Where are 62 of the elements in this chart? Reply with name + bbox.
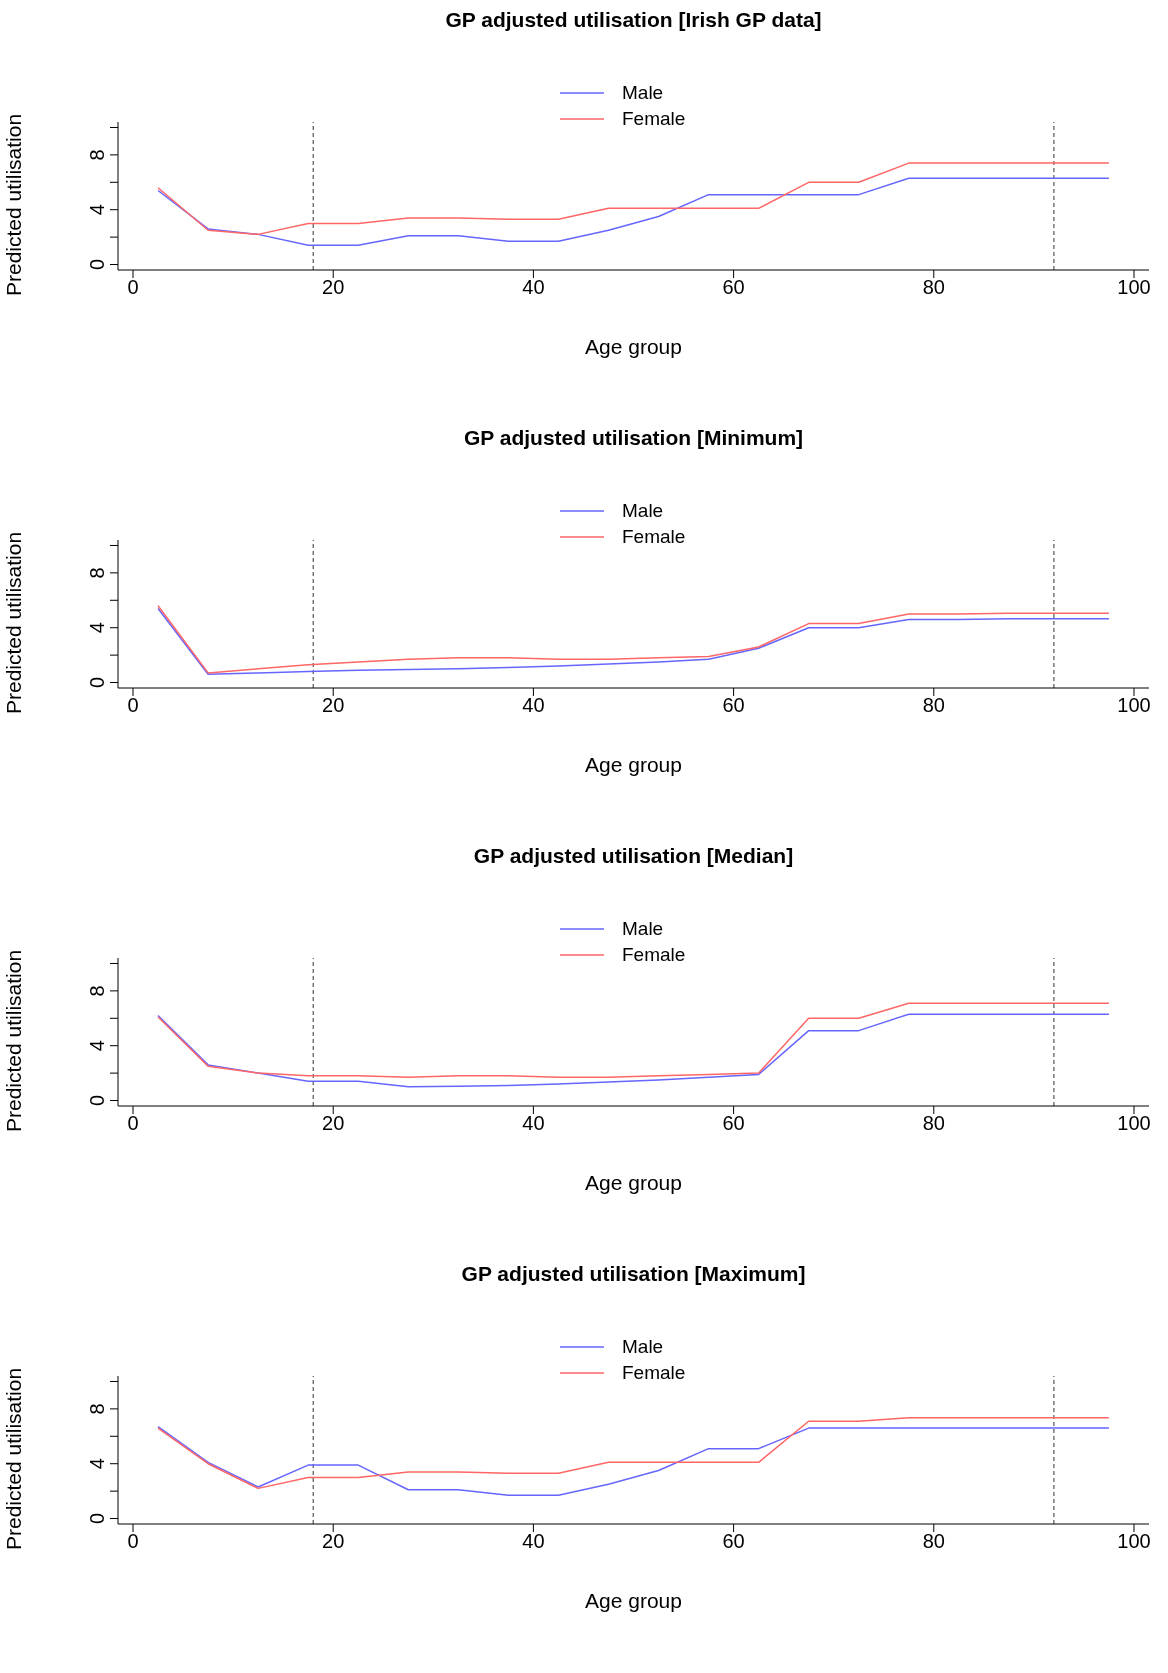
line-series bbox=[157, 1417, 1110, 1490]
y-tick-label: 8 bbox=[86, 149, 108, 161]
legend-label: Female bbox=[622, 108, 686, 130]
y-tick-label: 0 bbox=[86, 1094, 108, 1107]
x-axis-title: Age group bbox=[585, 335, 682, 358]
y-axis-title: Predicted utilisation bbox=[2, 949, 26, 1132]
y-axis-title: Predicted utilisation bbox=[2, 113, 26, 296]
y-tick-label: 8 bbox=[86, 985, 108, 997]
legend-label: Female bbox=[622, 944, 686, 966]
legend-label: Male bbox=[622, 500, 664, 522]
x-tick-label: 40 bbox=[522, 1530, 545, 1553]
x-tick-label: 40 bbox=[522, 276, 545, 299]
y-tick-label: 4 bbox=[86, 1040, 108, 1052]
legend-label: Male bbox=[622, 918, 664, 940]
x-axis-title: Age group bbox=[585, 1589, 682, 1612]
y-axis-title: Predicted utilisation bbox=[2, 531, 26, 714]
x-tick-label: 100 bbox=[1117, 1530, 1151, 1553]
chart-title: GP adjusted utilisation [Minimum] bbox=[462, 426, 805, 450]
x-tick-label: 20 bbox=[322, 276, 345, 299]
chart-title: GP adjusted utilisation [Median] bbox=[472, 844, 795, 868]
x-tick-label: 100 bbox=[1117, 1112, 1151, 1135]
chart-title: GP adjusted utilisation [Maximum] bbox=[460, 1262, 807, 1286]
legend-label: Female bbox=[622, 526, 686, 548]
line-series bbox=[157, 1425, 1110, 1496]
y-tick-label: 4 bbox=[86, 1458, 108, 1470]
line-series bbox=[157, 1013, 1110, 1088]
x-tick-label: 0 bbox=[127, 1112, 139, 1135]
y-axis-title: Predicted utilisation bbox=[2, 1367, 26, 1550]
y-tick-label: 0 bbox=[86, 676, 108, 689]
y-tick-label: 0 bbox=[86, 1512, 108, 1525]
y-tick-label: 8 bbox=[86, 567, 108, 579]
x-tick-label: 60 bbox=[722, 1530, 745, 1553]
x-tick-label: 20 bbox=[322, 1530, 345, 1553]
y-tick-label: 8 bbox=[86, 1403, 108, 1415]
chart-title: GP adjusted utilisation [Irish GP data] bbox=[444, 8, 823, 32]
x-axis-title: Age group bbox=[585, 1171, 682, 1194]
x-tick-label: 60 bbox=[722, 694, 745, 717]
x-tick-label: 60 bbox=[722, 276, 745, 299]
x-tick-label: 60 bbox=[722, 1112, 745, 1135]
x-tick-label: 80 bbox=[922, 276, 945, 299]
x-tick-label: 0 bbox=[127, 276, 139, 299]
x-axis-title: Age group bbox=[585, 753, 682, 776]
line-series bbox=[157, 162, 1110, 236]
x-tick-label: 100 bbox=[1117, 694, 1151, 717]
x-tick-label: 40 bbox=[522, 694, 545, 717]
legend-label: Male bbox=[622, 1336, 664, 1358]
legend-label: Male bbox=[622, 82, 664, 104]
line-series bbox=[157, 1002, 1110, 1078]
legend-label: Female bbox=[622, 1362, 686, 1384]
x-tick-label: 0 bbox=[127, 1530, 139, 1553]
y-tick-label: 4 bbox=[86, 204, 108, 216]
x-tick-label: 100 bbox=[1117, 276, 1151, 299]
x-tick-label: 20 bbox=[322, 694, 345, 717]
line-series bbox=[157, 177, 1110, 247]
x-tick-label: 80 bbox=[922, 694, 945, 717]
y-tick-label: 4 bbox=[86, 622, 108, 634]
x-tick-label: 40 bbox=[522, 1112, 545, 1135]
y-tick-label: 0 bbox=[86, 258, 108, 271]
x-tick-label: 80 bbox=[922, 1530, 945, 1553]
x-tick-label: 20 bbox=[322, 1112, 345, 1135]
x-tick-label: 80 bbox=[922, 1112, 945, 1135]
x-tick-label: 0 bbox=[127, 694, 139, 717]
